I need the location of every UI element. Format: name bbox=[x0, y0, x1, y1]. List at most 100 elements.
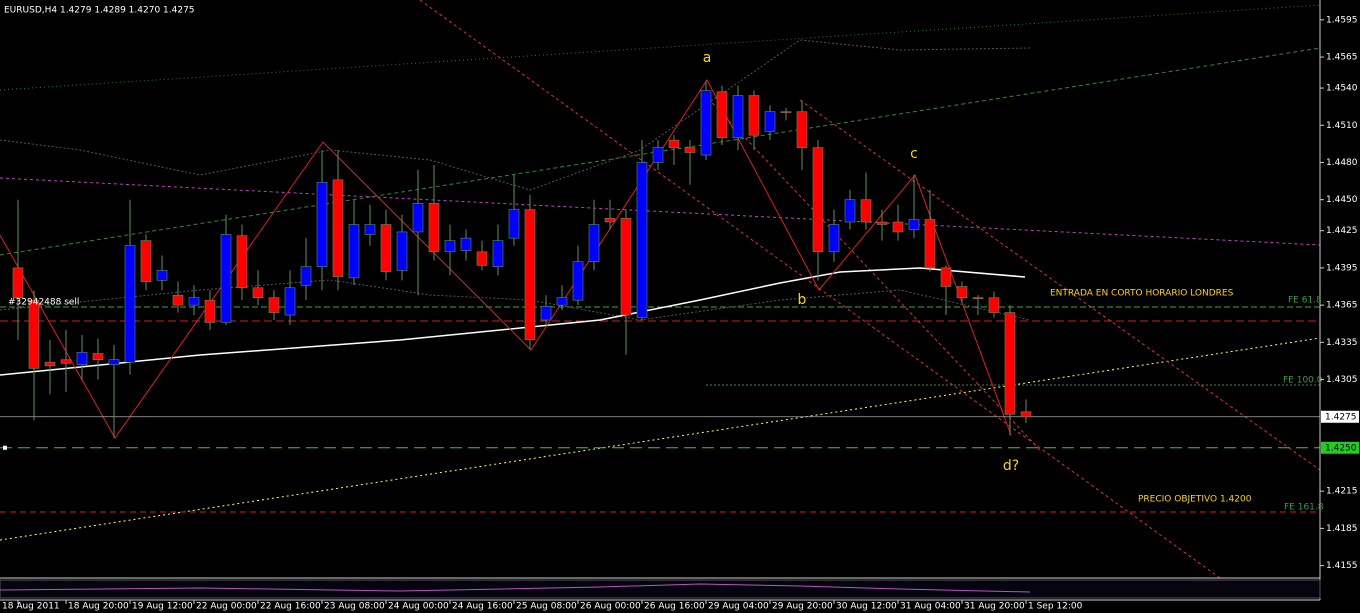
candle-body bbox=[780, 111, 792, 113]
y-tick-label: 1.4540 bbox=[1326, 84, 1358, 94]
candle-body bbox=[396, 231, 408, 271]
candle-body bbox=[620, 218, 632, 316]
candle-body bbox=[636, 162, 648, 318]
y-tick-label: 1.4305 bbox=[1326, 375, 1358, 385]
candle-body bbox=[796, 111, 808, 148]
x-tick-label: 26 Aug 00:00 bbox=[580, 602, 641, 612]
candle-body bbox=[108, 359, 120, 365]
candle-body bbox=[60, 359, 72, 364]
x-tick-label: 29 Aug 04:00 bbox=[708, 602, 769, 612]
candle-body bbox=[732, 95, 744, 138]
candle-body bbox=[156, 270, 168, 281]
candle-body bbox=[940, 267, 952, 287]
indicator-strip bbox=[0, 579, 1321, 599]
wave-label: d? bbox=[1003, 458, 1019, 474]
x-tick-label: 31 Aug 04:00 bbox=[900, 602, 961, 612]
candle-body bbox=[332, 179, 344, 277]
y-tick-label: 1.4215 bbox=[1326, 487, 1358, 497]
y-tick-label: 1.4595 bbox=[1326, 15, 1358, 25]
level-marker bbox=[3, 445, 7, 450]
wave-label: a bbox=[703, 50, 712, 66]
x-tick-label: 26 Aug 16:00 bbox=[644, 602, 705, 612]
candle-body bbox=[540, 306, 552, 321]
order-label: #32942488 sell bbox=[8, 298, 79, 308]
candle-body bbox=[204, 299, 216, 323]
candle-body bbox=[588, 224, 600, 263]
y-tick-label: 1.4335 bbox=[1326, 338, 1358, 348]
candle-body bbox=[476, 251, 488, 266]
y-tick-label: 1.4425 bbox=[1326, 226, 1358, 236]
candle-body bbox=[12, 267, 24, 298]
band-line bbox=[0, 39, 1031, 191]
candle-body bbox=[764, 111, 776, 132]
candle-body bbox=[92, 353, 104, 360]
y-tick-label: 1.4155 bbox=[1326, 561, 1358, 571]
y-tick-label: 1.4480 bbox=[1326, 158, 1358, 168]
indicator-line bbox=[0, 583, 1031, 593]
candle-body bbox=[924, 219, 936, 269]
x-tick-label: 24 Aug 00:00 bbox=[388, 602, 449, 612]
candle-body bbox=[492, 240, 504, 267]
candle-body bbox=[380, 224, 392, 272]
candle-body bbox=[828, 224, 840, 253]
candle-body bbox=[812, 147, 824, 253]
candle-body bbox=[140, 240, 152, 282]
candle-body bbox=[908, 219, 920, 230]
candle-body bbox=[460, 237, 472, 251]
wave-label: c bbox=[910, 146, 918, 162]
trend-line bbox=[0, 4, 1321, 91]
x-tick-label: 29 Aug 20:00 bbox=[772, 602, 833, 612]
fibo-label: FE 161.8 bbox=[1284, 503, 1324, 513]
y-tick-label: 1.4565 bbox=[1326, 53, 1358, 63]
x-tick-label: 22 Aug 16:00 bbox=[260, 602, 321, 612]
y-tick-label: 1.4365 bbox=[1326, 301, 1358, 311]
note: ENTRADA EN CORTO HORARIO LONDRES bbox=[1050, 289, 1234, 299]
current-price-tag bbox=[1321, 410, 1359, 423]
y-tick-label: 1.4395 bbox=[1326, 263, 1358, 273]
plot-area bbox=[0, 80, 1320, 449]
candle-body bbox=[252, 287, 264, 298]
candle-body bbox=[956, 286, 968, 298]
candle-body bbox=[716, 91, 728, 138]
candle-body bbox=[172, 294, 184, 306]
candle-body bbox=[668, 139, 680, 148]
candle-body bbox=[556, 297, 568, 306]
candle-body bbox=[284, 287, 296, 316]
fibo-label: FE 61.8 bbox=[1288, 296, 1322, 306]
x-tick-label: 31 Aug 20:00 bbox=[964, 602, 1025, 612]
candle-body bbox=[76, 351, 88, 365]
target-level-label: 1.4250 bbox=[1325, 443, 1357, 453]
candle-body bbox=[572, 261, 584, 301]
candle-body bbox=[300, 266, 312, 286]
candle-body bbox=[188, 297, 200, 306]
candle-body bbox=[988, 297, 1000, 313]
candle-body bbox=[892, 221, 904, 233]
channel-line bbox=[799, 99, 1321, 471]
x-tick-label: 24 Aug 16:00 bbox=[452, 602, 513, 612]
candle-body bbox=[124, 245, 136, 363]
chart-title: EURUSD,H4 1.4279 1.4289 1.4270 1.4275 bbox=[4, 6, 195, 16]
candle-body bbox=[652, 147, 664, 163]
candle-body bbox=[860, 199, 872, 223]
candle-body bbox=[428, 203, 440, 253]
overlays bbox=[0, 0, 1321, 579]
candle-body bbox=[44, 361, 56, 367]
candle-body bbox=[876, 221, 888, 225]
candle-body bbox=[364, 224, 376, 235]
x-tick-label: 22 Aug 00:00 bbox=[196, 602, 257, 612]
candle-body bbox=[844, 199, 856, 223]
y-tick-label: 1.4510 bbox=[1326, 121, 1358, 131]
candle-body bbox=[524, 209, 536, 341]
x-tick-label: 1 Sep 12:00 bbox=[1028, 602, 1083, 612]
candle-body bbox=[268, 297, 280, 313]
candle-body bbox=[220, 234, 232, 323]
candle-body bbox=[684, 147, 696, 153]
trend-line bbox=[0, 177, 1321, 246]
y-tick-label: 1.4185 bbox=[1326, 524, 1358, 534]
target-level-tag bbox=[1321, 441, 1359, 454]
candle-body bbox=[348, 224, 360, 279]
current-price-label: 1.4275 bbox=[1325, 412, 1357, 422]
x-tick-label: 25 Aug 08:00 bbox=[516, 602, 577, 612]
